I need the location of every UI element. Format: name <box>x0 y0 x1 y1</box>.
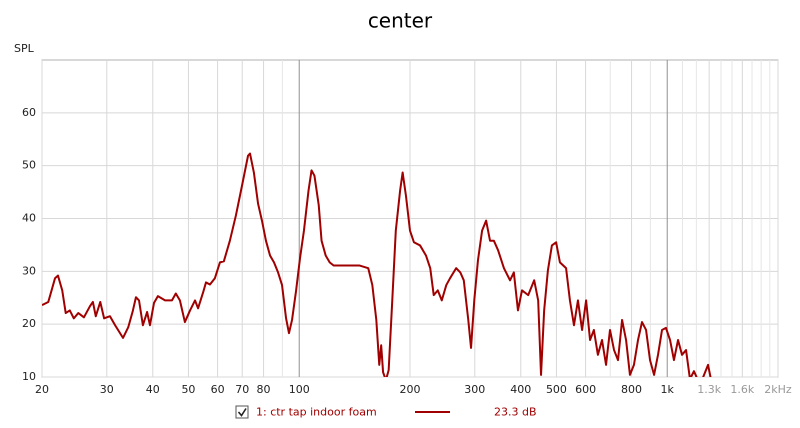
x-tick-label: 80 <box>257 383 271 396</box>
series-line <box>42 152 712 377</box>
x-tick-label: 70 <box>235 383 249 396</box>
x-tick-label: 600 <box>575 383 596 396</box>
y-axis-label: SPL <box>14 42 35 55</box>
x-tick-label: 1.6k <box>730 383 754 396</box>
x-tick-label: 1.3k <box>697 383 721 396</box>
x-tick-label: 100 <box>289 383 310 396</box>
y-tick-label: 40 <box>22 212 36 225</box>
x-tick-label: 50 <box>181 383 195 396</box>
x-tick-label: 200 <box>400 383 421 396</box>
series-layer <box>42 152 712 377</box>
y-tick-label: 30 <box>22 264 36 277</box>
x-tick-label: 300 <box>464 383 485 396</box>
x-tick-label: 20 <box>35 383 49 396</box>
legend: 1: ctr tap indoor foam 23.3 dB <box>235 405 537 419</box>
x-tick-label: 2kHz <box>764 383 792 396</box>
legend-value: 23.3 dB <box>494 406 537 419</box>
x-tick-label: 800 <box>621 383 642 396</box>
x-tick-label: 500 <box>546 383 567 396</box>
checkbox-check <box>237 408 247 417</box>
grid <box>41 60 779 378</box>
x-tick-label: 40 <box>146 383 160 396</box>
x-tick-label: 30 <box>100 383 114 396</box>
legend-entry: 1: ctr tap indoor foam <box>256 406 377 419</box>
y-tick-label: 10 <box>22 370 36 383</box>
y-tick-label: 20 <box>22 317 36 330</box>
y-tick-label: 60 <box>22 106 36 119</box>
x-tick-label: 400 <box>510 383 531 396</box>
x-tick-label: 1k <box>661 383 675 396</box>
x-tick-label: 60 <box>211 383 225 396</box>
chart-title: center <box>368 9 433 33</box>
y-tick-label: 50 <box>22 159 36 172</box>
